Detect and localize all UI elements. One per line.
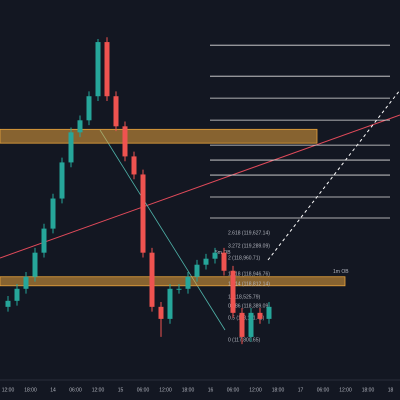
- x-tick-label: 12:00: [92, 387, 105, 393]
- candle-body: [239, 312, 245, 337]
- candle-body: [59, 162, 65, 199]
- candle-body: [41, 228, 47, 253]
- candle-body: [68, 132, 74, 163]
- candle-body: [50, 198, 56, 229]
- candle-body: [176, 288, 182, 290]
- candle-body: [212, 252, 218, 259]
- x-tick-label: 12:00: [249, 387, 262, 393]
- candle-body: [23, 276, 29, 289]
- x-tick-label: 18:00: [182, 387, 195, 393]
- candle-body: [149, 252, 155, 307]
- trend-line: [0, 114, 400, 259]
- order-block: [0, 128, 318, 144]
- fib-label: 1.618 (118,946.76): [228, 271, 270, 277]
- fib-line: [99, 129, 226, 331]
- candle-body: [104, 42, 110, 97]
- x-tick-label: 16: [208, 387, 214, 393]
- x-tick-label: 18:00: [362, 387, 375, 393]
- order-block: [0, 276, 346, 287]
- x-tick-label: 12:00: [159, 387, 172, 393]
- candle-body: [257, 312, 263, 319]
- candle-body: [86, 96, 92, 121]
- candle-body: [5, 300, 11, 307]
- x-tick-label: 18:00: [24, 387, 37, 393]
- x-tick-label: 12:00: [2, 387, 15, 393]
- fib-label: 0 (117,800.65): [228, 337, 260, 343]
- x-tick-label: 18:00: [272, 387, 285, 393]
- fib-label: 2.618 (119,627.14): [228, 230, 270, 236]
- fib-label: 1 (118,525.79): [228, 294, 260, 300]
- candle-body: [32, 252, 38, 277]
- candle-body: [203, 258, 209, 265]
- candle-body: [230, 270, 236, 313]
- candle-body: [140, 174, 146, 253]
- candle-body: [266, 306, 272, 319]
- fib-label: 3.272 (119,289.09): [228, 243, 270, 249]
- x-tick-label: 06:00: [69, 387, 82, 393]
- candle-body: [131, 156, 137, 175]
- fib-label: 0.5 (118,191.43): [228, 315, 265, 321]
- zone-label: 1m OB: [333, 269, 349, 275]
- fib-label: 1.414 (118,812.14): [228, 281, 270, 287]
- candle-body: [248, 312, 254, 337]
- fib-label: 0.786 (118,389.09): [228, 303, 270, 309]
- candle-body: [194, 264, 200, 277]
- candle-body: [77, 120, 83, 133]
- fib-label: 2 (118,960.71): [228, 255, 260, 261]
- x-tick-label: 17: [298, 387, 304, 393]
- x-tick-label: 06:00: [137, 387, 150, 393]
- candle-body: [185, 276, 191, 289]
- candle-body: [221, 252, 227, 271]
- candle-body: [95, 42, 101, 97]
- x-tick-label: 14: [50, 387, 56, 393]
- x-tick-label: 06:00: [227, 387, 240, 393]
- candle-body: [158, 306, 164, 319]
- candle-body: [113, 96, 119, 127]
- candle-body: [122, 126, 128, 157]
- x-tick-label: 18: [388, 387, 394, 393]
- x-tick-label: 12:00: [339, 387, 352, 393]
- x-tick-label: 15: [118, 387, 124, 393]
- candle-body: [14, 288, 20, 301]
- candle-body: [167, 288, 173, 319]
- x-tick-label: 06:00: [317, 387, 330, 393]
